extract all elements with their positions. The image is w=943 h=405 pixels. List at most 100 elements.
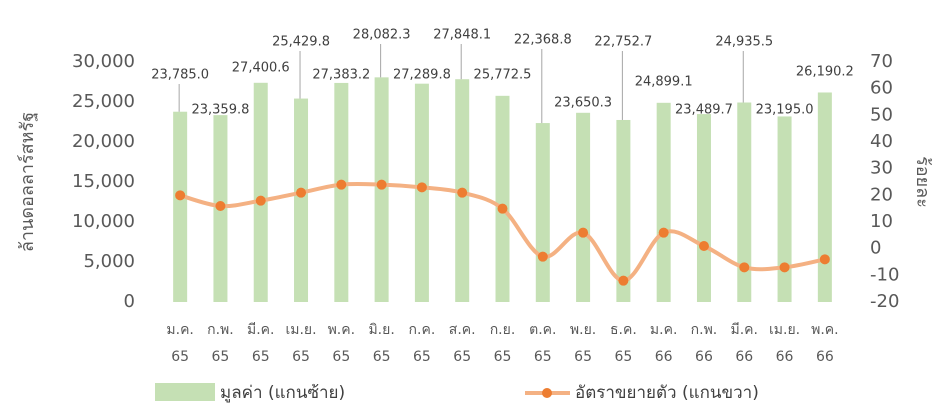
- x-tick-label: 66: [776, 349, 794, 365]
- data-label: 22,368.8: [514, 33, 572, 48]
- legend-swatch: [542, 388, 552, 398]
- line-marker: [537, 251, 548, 262]
- x-tick-label: 65: [373, 349, 391, 365]
- x-tick-label: 65: [212, 349, 230, 365]
- x-tick-label: มี.ค.: [247, 322, 275, 338]
- y-tick-label: 10,000: [72, 211, 135, 232]
- x-tick-label: 65: [252, 349, 270, 365]
- data-label: 27,400.6: [232, 61, 290, 76]
- line-marker: [618, 275, 629, 286]
- data-label: 22,752.7: [594, 35, 652, 50]
- x-tick-label: 65: [614, 349, 632, 365]
- y2-tick-label: 20: [870, 184, 893, 205]
- x-tick-label: 66: [695, 349, 713, 365]
- x-tick-label: พ.ค.: [328, 322, 356, 338]
- x-tick-label: 66: [816, 349, 834, 365]
- data-label: 25,429.8: [272, 35, 330, 50]
- bar: [495, 95, 510, 302]
- data-label: 27,289.8: [393, 68, 451, 83]
- line-marker: [739, 262, 750, 273]
- line-marker: [175, 190, 186, 201]
- y2-tick-label: 10: [870, 211, 893, 232]
- data-label: 27,383.2: [312, 68, 370, 83]
- line-marker: [497, 203, 508, 214]
- x-tick-label: ก.พ.: [691, 322, 718, 338]
- y2-axis-label: ร้อยละ: [912, 156, 933, 208]
- data-label: 23,650.3: [554, 96, 612, 111]
- data-label: 24,899.1: [635, 75, 693, 90]
- x-tick-label: 65: [332, 349, 350, 365]
- x-tick-label: 65: [171, 349, 189, 365]
- y-axis-label: ล้านดอลลาร์สหรัฐ: [17, 112, 38, 252]
- line-marker: [416, 182, 427, 193]
- y2-tick-label: 50: [870, 104, 893, 125]
- y-tick-label: 5,000: [83, 251, 135, 272]
- bar: [616, 119, 631, 303]
- line-marker: [779, 262, 790, 273]
- line-marker: [658, 227, 669, 238]
- bar: [334, 82, 349, 302]
- line-marker: [336, 179, 347, 190]
- y2-tick-label: 70: [870, 51, 893, 72]
- bar: [817, 92, 832, 303]
- data-label: 28,082.3: [353, 28, 411, 43]
- x-tick-label: ธ.ค.: [610, 322, 637, 338]
- data-label: 23,359.8: [191, 103, 249, 118]
- bar: [535, 123, 550, 303]
- y-tick-label: 0: [124, 291, 135, 312]
- line-marker: [578, 227, 589, 238]
- x-tick-label: ก.ย.: [490, 322, 516, 338]
- bar: [656, 102, 671, 303]
- x-tick-label: 66: [655, 349, 673, 365]
- bar: [777, 116, 792, 302]
- x-tick-label: ต.ค.: [529, 322, 556, 338]
- y-tick-label: 30,000: [72, 51, 135, 72]
- x-tick-label: 65: [413, 349, 431, 365]
- line-marker: [296, 187, 307, 198]
- y2-tick-label: -20: [870, 291, 899, 312]
- line-marker: [698, 241, 709, 251]
- x-tick-label: ม.ค.: [650, 322, 678, 338]
- x-tick-label: มี.ค.: [731, 322, 759, 338]
- x-tick-label: 65: [534, 349, 552, 365]
- x-tick-label: ก.ค.: [409, 322, 436, 338]
- x-tick-label: เม.ย.: [769, 322, 800, 338]
- y2-tick-label: 0: [870, 238, 881, 259]
- x-tick-label: 66: [735, 349, 753, 365]
- legend-label: มูลค่า (แกนซ้าย): [220, 383, 345, 403]
- x-tick-label: พ.ค.: [811, 322, 839, 338]
- x-tick-label: เม.ย.: [285, 322, 316, 338]
- legend-swatch: [155, 383, 215, 401]
- x-tick-label: ก.พ.: [207, 322, 234, 338]
- y-tick-label: 25,000: [72, 91, 135, 112]
- x-tick-label: มิ.ย.: [368, 322, 394, 338]
- x-tick-label: 65: [292, 349, 310, 365]
- line-marker: [215, 201, 226, 211]
- line-marker: [819, 254, 830, 265]
- x-tick-label: ม.ค.: [166, 322, 194, 338]
- bar: [414, 83, 429, 302]
- bar: [696, 114, 711, 302]
- bar: [737, 102, 752, 303]
- data-label: 23,195.0: [756, 103, 814, 118]
- data-label: 25,772.5: [474, 68, 532, 83]
- x-tick-label: 65: [494, 349, 512, 365]
- bar: [253, 82, 268, 302]
- bar: [294, 98, 309, 302]
- legend-label: อัตราขยายตัว (แกนขวา): [575, 383, 759, 403]
- x-tick-label: 65: [574, 349, 592, 365]
- y2-tick-label: 60: [870, 78, 893, 99]
- y-tick-label: 20,000: [72, 131, 135, 152]
- data-label: 27,848.1: [433, 28, 491, 43]
- bar: [374, 77, 389, 302]
- x-tick-label: ส.ค.: [449, 322, 476, 338]
- data-label: 23,785.0: [151, 68, 209, 83]
- y2-tick-label: 40: [870, 131, 893, 152]
- data-label: 24,935.5: [715, 35, 773, 50]
- y2-tick-label: -10: [870, 264, 899, 285]
- bar: [576, 112, 591, 302]
- bar: [173, 111, 188, 302]
- y2-tick-label: 30: [870, 158, 893, 179]
- y-tick-label: 15,000: [72, 171, 135, 192]
